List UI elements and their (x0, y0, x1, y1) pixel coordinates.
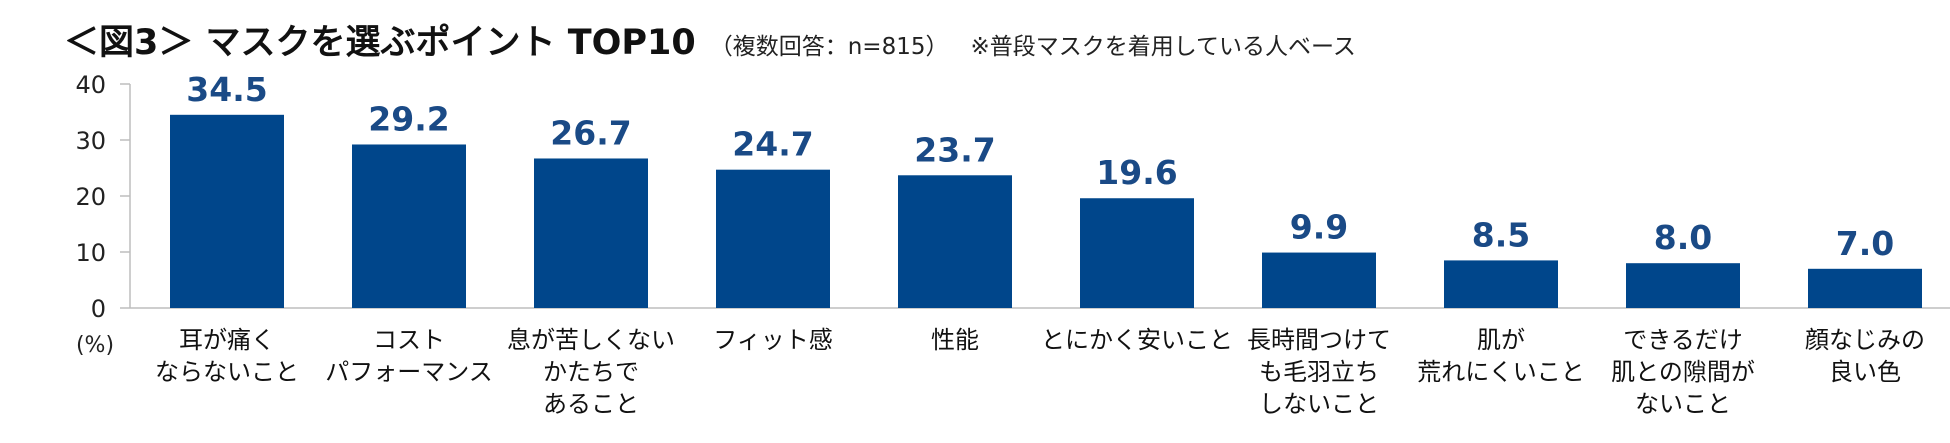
x-category-label-line: 性能 (931, 326, 979, 354)
bar (170, 114, 284, 308)
bar (898, 175, 1012, 308)
bar-value-label: 7.0 (1836, 224, 1894, 263)
bar (1626, 263, 1740, 308)
bar (716, 169, 830, 308)
x-category-label-line: とにかく安いこと (1041, 326, 1233, 354)
x-category-label-line: も毛羽立ち (1259, 358, 1379, 386)
x-category-label: とにかく安いこと (1041, 326, 1233, 354)
bar (352, 144, 466, 308)
x-category-label-line: あること (543, 390, 639, 418)
x-category-label-line: 荒れにくいこと (1417, 358, 1585, 386)
x-category-label: 息が苦しくないかたちであること (507, 326, 675, 418)
x-category-label-line: 良い色 (1829, 358, 1901, 386)
x-category-label-line: フィット感 (713, 326, 833, 354)
bar-value-label: 8.0 (1654, 218, 1712, 257)
x-category-label: 長時間つけても毛羽立ちしないこと (1247, 326, 1391, 418)
x-category-label: 耳が痛くならないこと (155, 326, 299, 386)
bar-value-label: 34.5 (186, 70, 267, 109)
chart-note: ※普段マスクを着用している人ベース (970, 34, 1356, 60)
bar-value-label: 26.7 (550, 113, 631, 152)
bar (1808, 268, 1922, 308)
y-tick-label: 40 (75, 71, 106, 99)
x-category-label-line: できるだけ (1623, 326, 1743, 354)
x-category-label-line: ないこと (1635, 390, 1731, 418)
y-tick-label: 10 (75, 239, 106, 267)
chart-title: ＜図3＞ マスクを選ぶポイント TOP10 (64, 23, 696, 63)
bar-value-label: 23.7 (914, 130, 995, 169)
chart-subtitle: （複数回答：n=815） (709, 34, 949, 60)
x-category-label-line: 肌が (1477, 326, 1525, 354)
x-category-label-line: 肌との隙間が (1611, 358, 1755, 386)
x-category-label-line: 長時間つけて (1247, 326, 1391, 354)
x-category-label: 肌が荒れにくいこと (1417, 326, 1585, 386)
x-category-label-line: 顔なじみの (1805, 326, 1925, 354)
bar-value-label: 29.2 (368, 99, 449, 138)
x-category-label-line: しないこと (1259, 390, 1379, 418)
x-category-label-line: かたちで (543, 358, 639, 386)
bar-value-label: 19.6 (1096, 153, 1177, 192)
x-category-label-line: コスト (373, 326, 445, 354)
x-category-label: 性能 (931, 326, 979, 354)
x-category-label: 顔なじみの良い色 (1805, 326, 1925, 386)
y-tick-label: 30 (75, 127, 106, 155)
bar (1080, 198, 1194, 308)
bar-value-label: 9.9 (1290, 208, 1348, 247)
x-category-label-line: 息が苦しくない (507, 326, 675, 354)
bar-value-label: 24.7 (732, 125, 813, 164)
y-tick-label: 0 (91, 295, 106, 323)
x-category-label-line: ならないこと (155, 358, 299, 386)
bar-value-label: 8.5 (1472, 215, 1530, 254)
x-category-label: コストパフォーマンス (325, 326, 493, 386)
x-category-label: フィット感 (713, 326, 833, 354)
x-category-label-line: 耳が痛く (179, 326, 275, 354)
x-category-label: できるだけ肌との隙間がないこと (1611, 326, 1755, 418)
y-axis-unit-label: (%) (76, 333, 114, 358)
y-tick-label: 20 (75, 183, 106, 211)
bar (1444, 260, 1558, 308)
x-category-label-line: パフォーマンス (325, 358, 493, 386)
bar (534, 158, 648, 308)
bar (1262, 252, 1376, 308)
chart-header: ＜図3＞ マスクを選ぶポイント TOP10 （複数回答：n=815） ※普段マス… (64, 14, 1356, 65)
